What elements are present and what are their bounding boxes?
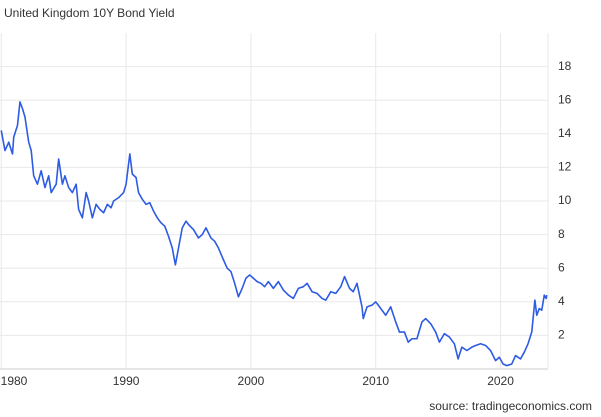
x-tick-label: 2000 <box>238 374 265 388</box>
y-tick-label: 18 <box>558 59 572 73</box>
y-tick-label: 10 <box>558 193 572 207</box>
x-tick-label: 1980 <box>1 374 28 388</box>
y-tick-label: 16 <box>558 92 572 106</box>
x-tick-label: 2020 <box>487 374 514 388</box>
x-tick-label: 1990 <box>113 374 140 388</box>
y-tick-label: 2 <box>558 328 565 342</box>
series-line <box>0 101 548 367</box>
y-tick-label: 4 <box>558 294 565 308</box>
source-note: source: tradingeconomics.com <box>429 399 592 413</box>
y-tick-label: 8 <box>558 227 565 241</box>
y-tick-label: 12 <box>558 160 572 174</box>
x-tick-label: 2010 <box>362 374 389 388</box>
y-tick-label: 14 <box>558 126 572 140</box>
chart-title: United Kingdom 10Y Bond Yield <box>4 6 175 20</box>
y-tick-label: 6 <box>558 260 565 274</box>
